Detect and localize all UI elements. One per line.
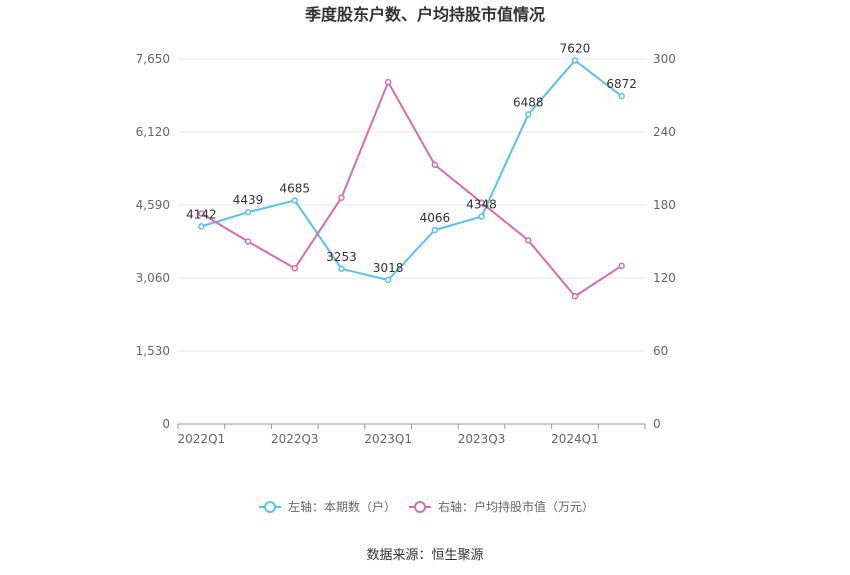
series-layer: 4142 4439 4685 3253 3018 4066 4348 6488 7620 6872 — [186, 41, 637, 300]
left-axis: 0 1,530 3,060 4,590 6,120 7,650 — [136, 52, 170, 431]
data-point — [198, 210, 205, 217]
x-axis: 2022Q1 2022Q3 2023Q1 2023Q3 2024Q1 — [177, 423, 646, 446]
left-tick-label: 6,120 — [136, 125, 170, 139]
data-point — [244, 238, 252, 245]
x-tick-label: 2023Q3 — [458, 432, 506, 446]
left-tick-label: 1,530 — [136, 344, 170, 358]
data-point — [291, 265, 298, 272]
right-axis: 0 60 120 180 240 300 — [653, 52, 676, 431]
right-tick-label: 240 — [653, 125, 676, 139]
data-label: 4439 — [233, 193, 264, 207]
data-point — [431, 226, 439, 234]
grid — [178, 58, 645, 352]
x-tick-label: 2022Q1 — [178, 432, 226, 446]
series-line-1 — [201, 59, 623, 282]
legend-marker — [414, 501, 426, 513]
x-tick-label: 2023Q1 — [364, 432, 412, 446]
right-tick-label: 0 — [653, 417, 661, 431]
data-label: 4348 — [466, 198, 497, 212]
left-tick-label: 7,650 — [136, 52, 170, 66]
data-point — [525, 237, 532, 244]
data-point — [478, 199, 485, 206]
data-label: 3253 — [326, 250, 357, 264]
data-point — [291, 197, 298, 204]
left-tick-label: 4,590 — [136, 198, 170, 212]
data-point — [618, 262, 625, 270]
data-point — [618, 92, 625, 100]
left-tick-label: 3,060 — [136, 271, 170, 285]
legend-item-2[interactable]: 右轴：户均持股市值（万元） — [409, 499, 594, 514]
left-tick-label: 0 — [162, 417, 170, 431]
data-point — [198, 223, 205, 230]
data-label: 4685 — [279, 181, 310, 195]
data-point — [571, 293, 579, 300]
data-label: 4066 — [420, 211, 451, 225]
legend-label: 左轴：本期数（户） — [288, 499, 396, 514]
right-tick-label: 120 — [653, 271, 676, 285]
data-label: 6872 — [606, 77, 637, 91]
series-line-2 — [200, 81, 623, 298]
data-point — [384, 78, 392, 86]
data-label: 3018 — [373, 261, 404, 275]
chart-title: 季度股东户数、户均持股市值情况 — [304, 5, 545, 24]
legend[interactable]: 左轴：本期数（户） 右轴：户均持股市值（万元） — [259, 499, 594, 514]
right-tick-label: 300 — [653, 52, 676, 66]
x-tick-label: 2022Q3 — [271, 432, 319, 446]
legend-marker — [264, 501, 276, 513]
data-point — [431, 161, 439, 169]
data-point — [384, 276, 392, 284]
right-tick-label: 180 — [653, 198, 676, 212]
data-point — [478, 213, 485, 220]
data-point — [525, 111, 532, 118]
x-tick-label: 2024Q1 — [551, 432, 599, 446]
legend-item-1[interactable]: 左轴：本期数（户） — [259, 499, 396, 514]
data-label: 4142 — [186, 207, 217, 221]
data-point — [338, 265, 345, 273]
data-label: 7620 — [560, 41, 591, 55]
data-label: 6488 — [513, 95, 544, 109]
right-tick-label: 60 — [653, 344, 668, 358]
data-point — [244, 208, 252, 216]
data-point — [571, 57, 579, 64]
legend-label: 右轴：户均持股市值（万元） — [438, 499, 594, 514]
data-point — [338, 194, 345, 201]
source-note: 数据来源：恒生聚源 — [366, 548, 483, 563]
